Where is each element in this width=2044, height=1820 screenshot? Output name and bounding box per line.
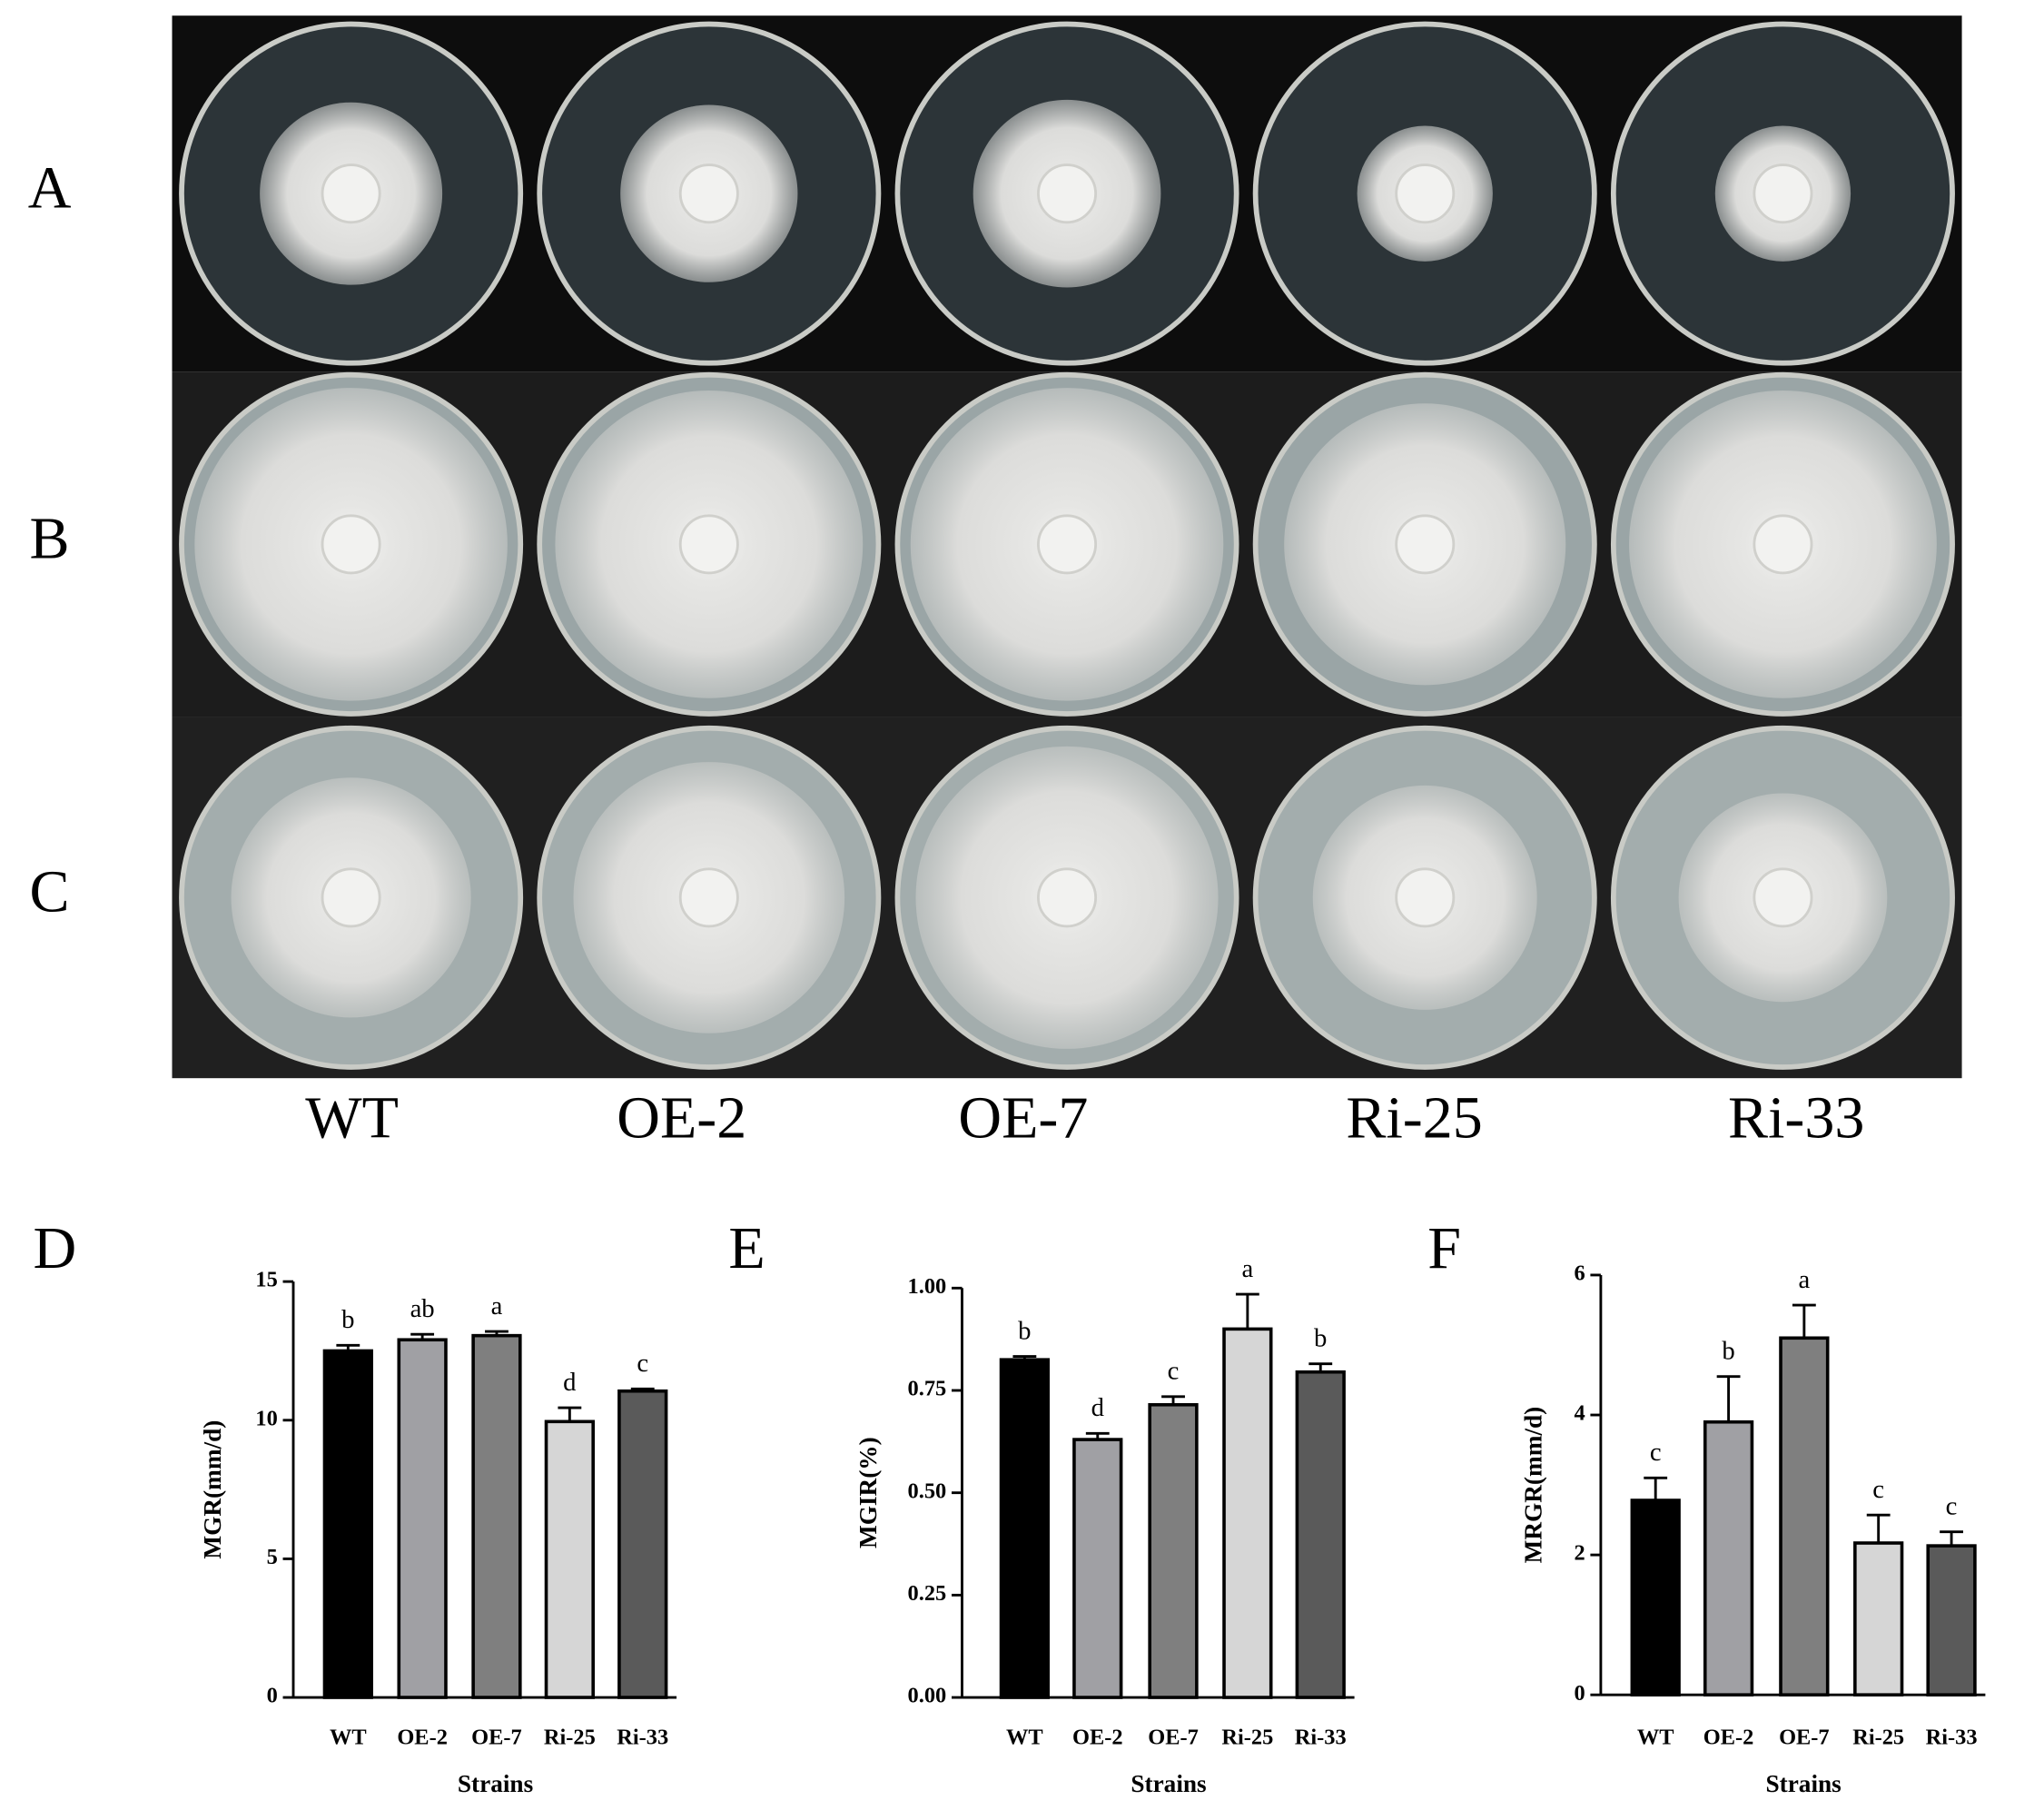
significance-letter: d: [563, 1368, 576, 1397]
x-tick-label: OE-7: [471, 1726, 522, 1750]
bar: [322, 1349, 373, 1699]
inoculum: [678, 514, 739, 575]
bar: [1926, 1544, 1977, 1696]
bar: [1779, 1336, 1830, 1696]
x-tick-label: OE-7: [1779, 1726, 1830, 1750]
x-tick-label: Ri-25: [1852, 1726, 1904, 1750]
significance-letter: b: [1722, 1336, 1734, 1365]
x-tick-label: Ri-33: [1926, 1726, 1978, 1750]
x-tick-label: Ri-25: [544, 1726, 596, 1750]
inoculum: [321, 867, 381, 928]
panel-label: D: [33, 1215, 76, 1281]
bar: [544, 1419, 595, 1699]
y-tick-label: 15: [255, 1268, 277, 1292]
inoculum: [1395, 514, 1456, 575]
x-axis-title: Strains: [458, 1770, 533, 1797]
significance-letter: c: [1168, 1357, 1180, 1386]
y-tick-label: 10: [255, 1406, 277, 1430]
y-tick-label: 0.00: [908, 1684, 947, 1708]
inoculum: [1753, 163, 1813, 224]
row-label: C: [30, 859, 70, 925]
significance-letter: c: [1650, 1438, 1662, 1467]
significance-letter: c: [1946, 1491, 1958, 1520]
x-tick-label: OE-2: [1703, 1726, 1754, 1750]
significance-letter: b: [1314, 1323, 1327, 1352]
x-tick-label: OE-2: [397, 1726, 448, 1750]
significance-letter: ab: [410, 1294, 435, 1323]
bar: [999, 1358, 1051, 1699]
inoculum: [321, 163, 381, 224]
y-tick-label: 2: [1574, 1541, 1585, 1566]
x-tick-label: WT: [330, 1726, 367, 1750]
y-tick-label: 0: [267, 1684, 278, 1708]
inoculum: [1037, 867, 1098, 928]
significance-letter: c: [637, 1349, 648, 1378]
bar: [1630, 1499, 1681, 1696]
y-tick-label: 4: [1574, 1401, 1585, 1426]
x-tick-label: Ri-33: [1295, 1726, 1347, 1750]
bar: [1222, 1327, 1273, 1699]
bar: [1703, 1419, 1754, 1696]
significance-letter: a: [1241, 1254, 1253, 1283]
column-label: WT: [305, 1085, 399, 1152]
inoculum: [1395, 163, 1456, 224]
column-label: OE-2: [617, 1085, 746, 1152]
significance-letter: b: [1018, 1316, 1031, 1345]
bar: [617, 1389, 668, 1699]
significance-letter: a: [491, 1291, 503, 1320]
column-label: OE-7: [958, 1085, 1088, 1152]
bar: [471, 1333, 522, 1699]
row-label: A: [28, 154, 72, 221]
y-tick-label: 5: [267, 1545, 278, 1569]
x-tick-label: OE-7: [1148, 1726, 1199, 1750]
significance-letter: b: [341, 1305, 354, 1334]
significance-letter: c: [1872, 1475, 1884, 1504]
y-axis-title: MGIR(%): [854, 1437, 882, 1548]
y-axis-title: MRGR(mm/d): [1519, 1407, 1546, 1564]
x-tick-label: Ri-25: [1221, 1726, 1273, 1750]
y-tick-label: 1.00: [908, 1274, 947, 1299]
bar: [397, 1338, 448, 1699]
column-label: Ri-33: [1728, 1085, 1864, 1152]
y-tick-label: 0.75: [908, 1377, 947, 1401]
photo-panel: [172, 15, 1962, 1079]
bar: [1148, 1402, 1199, 1699]
significance-letter: d: [1091, 1393, 1104, 1422]
y-tick-label: 0.50: [908, 1479, 947, 1503]
column-label: Ri-25: [1346, 1085, 1482, 1152]
inoculum: [1037, 163, 1098, 224]
x-tick-label: Ri-33: [617, 1726, 668, 1750]
bar: [1853, 1541, 1904, 1696]
inoculum: [1753, 867, 1813, 928]
y-tick-label: 0: [1574, 1681, 1585, 1706]
inoculum: [678, 867, 739, 928]
row-label: B: [30, 505, 70, 571]
bar: [1072, 1438, 1123, 1699]
y-tick-label: 0.25: [908, 1581, 947, 1606]
x-tick-label: OE-2: [1072, 1726, 1123, 1750]
inoculum: [678, 163, 739, 224]
panel-label: F: [1427, 1215, 1461, 1281]
x-tick-label: WT: [1006, 1726, 1043, 1750]
x-axis-title: Strains: [1131, 1770, 1206, 1797]
inoculum: [1753, 514, 1813, 575]
panel-label: E: [728, 1215, 765, 1281]
inoculum: [1395, 867, 1456, 928]
x-tick-label: WT: [1637, 1726, 1674, 1750]
x-axis-title: Strains: [1765, 1770, 1841, 1797]
y-tick-label: 6: [1574, 1261, 1585, 1286]
bar: [1295, 1370, 1346, 1699]
inoculum: [321, 514, 381, 575]
significance-letter: a: [1798, 1265, 1810, 1294]
inoculum: [1037, 514, 1098, 575]
y-axis-title: MGR(mm/d): [199, 1420, 226, 1559]
